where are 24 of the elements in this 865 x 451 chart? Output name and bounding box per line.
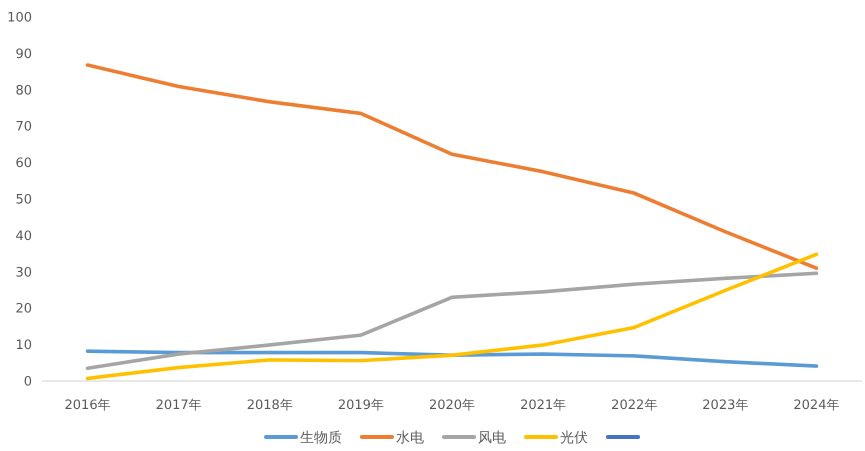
y-tick-label: 90 [15,46,32,62]
x-tick-label: 2019年 [338,398,384,413]
y-tick-label: 50 [15,192,32,208]
legend-label: 光伏 [560,430,588,446]
y-tick-label: 70 [15,120,32,135]
legend-label: 水电 [396,430,424,446]
x-tick-label: 2022年 [611,398,658,413]
y-tick-label: 0 [24,374,32,390]
y-tick-label: 30 [15,265,32,280]
y-tick-label: 10 [15,338,32,354]
x-tick-label: 2023年 [702,398,748,413]
x-tick-label: 2020年 [428,398,476,413]
y-tick-label: 20 [15,302,32,317]
x-tick-label: 2017年 [156,398,202,413]
legend-label: 风电 [478,430,506,446]
x-tick-label: 2016年 [64,398,111,413]
legend-label: 生物质 [300,430,342,446]
y-tick-label: 40 [15,228,32,244]
y-tick-label: 100 [7,10,32,26]
x-tick-label: 2024年 [793,398,840,413]
x-tick-label: 2018年 [246,398,293,413]
y-tick-label: 60 [15,156,32,172]
y-tick-label: 80 [15,83,32,98]
x-tick-label: 2021年 [520,398,566,413]
